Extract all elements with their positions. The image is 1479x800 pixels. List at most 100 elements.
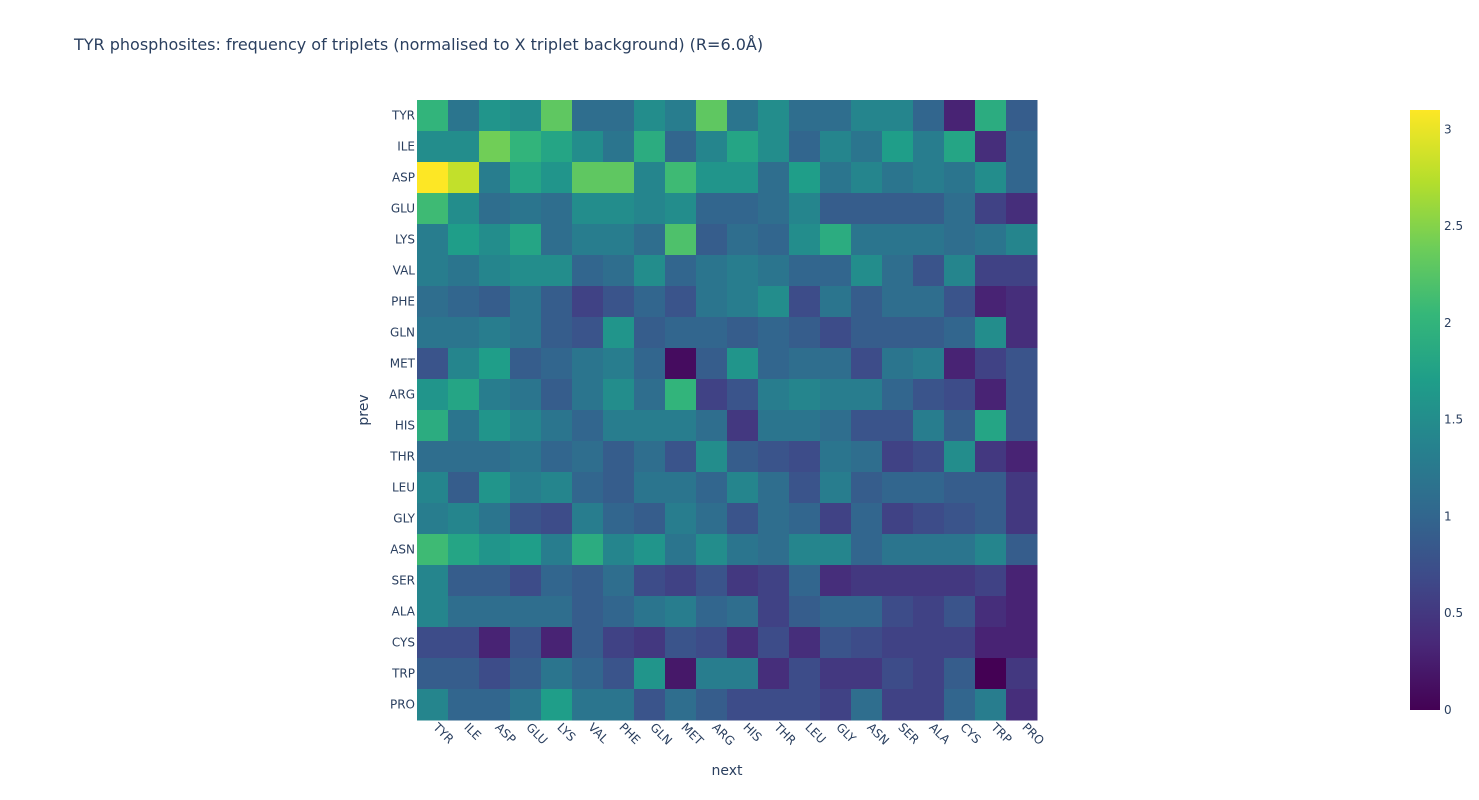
- heatmap-cell: [820, 627, 852, 659]
- heatmap-cell: [727, 348, 759, 380]
- heatmap-cell: [541, 627, 573, 659]
- heatmap-cell: [1006, 286, 1038, 318]
- heatmap-cell: [789, 627, 821, 659]
- heatmap-cell: [541, 348, 573, 380]
- heatmap-cell: [696, 317, 728, 349]
- heatmap-cell: [882, 627, 914, 659]
- heatmap-cell: [758, 255, 790, 287]
- heatmap-cell: [479, 379, 511, 411]
- heatmap-cell: [634, 255, 666, 287]
- colorbar-tick-label: 1: [1444, 509, 1452, 523]
- heatmap-cell: [448, 658, 480, 690]
- heatmap-cell: [696, 131, 728, 163]
- heatmap-cell: [758, 627, 790, 659]
- y-tick-label: ASN: [390, 543, 415, 557]
- heatmap-cell: [851, 348, 883, 380]
- heatmap-cell: [975, 286, 1007, 318]
- heatmap-cell: [975, 441, 1007, 473]
- heatmap-cell: [1006, 689, 1038, 721]
- heatmap-cell: [572, 627, 604, 659]
- heatmap-cell: [944, 255, 976, 287]
- heatmap-cell: [665, 503, 697, 535]
- heatmap-cell: [696, 286, 728, 318]
- heatmap-cell: [975, 658, 1007, 690]
- heatmap-cell: [448, 317, 480, 349]
- heatmap-cell: [975, 131, 1007, 163]
- y-tick-label: ASP: [392, 171, 415, 185]
- heatmap-cell: [634, 441, 666, 473]
- heatmap-cell: [510, 441, 542, 473]
- heatmap-cell: [603, 317, 635, 349]
- heatmap-cell: [882, 224, 914, 256]
- heatmap-cell: [634, 627, 666, 659]
- y-tick-label: ILE: [397, 140, 415, 154]
- heatmap-cell: [696, 658, 728, 690]
- heatmap-cell: [913, 410, 945, 442]
- heatmap-cell: [789, 100, 821, 132]
- heatmap-cell: [510, 317, 542, 349]
- heatmap-cell: [448, 131, 480, 163]
- heatmap-cell: [851, 255, 883, 287]
- x-axis-title: next: [711, 763, 743, 779]
- heatmap-cell: [603, 131, 635, 163]
- heatmap-cell: [448, 100, 480, 132]
- heatmap-cell: [882, 503, 914, 535]
- heatmap-cell: [758, 100, 790, 132]
- heatmap-cell: [789, 162, 821, 194]
- heatmap-cell: [851, 534, 883, 566]
- heatmap-cell: [944, 534, 976, 566]
- heatmap-cell: [417, 193, 449, 225]
- heatmap-cell: [603, 441, 635, 473]
- y-tick-label: ARG: [389, 388, 415, 402]
- heatmap-cell: [758, 689, 790, 721]
- heatmap-cell: [758, 286, 790, 318]
- heatmap-cell: [479, 596, 511, 628]
- heatmap-cell: [789, 441, 821, 473]
- heatmap-cell: [448, 255, 480, 287]
- heatmap-cell: [1006, 658, 1038, 690]
- heatmap-cell: [913, 224, 945, 256]
- heatmap-cell: [944, 472, 976, 504]
- heatmap-cell: [541, 472, 573, 504]
- heatmap-cell: [820, 224, 852, 256]
- heatmap-cell: [510, 286, 542, 318]
- colorbar-tick-label: 2.5: [1444, 219, 1463, 233]
- heatmap-cell: [1006, 162, 1038, 194]
- heatmap-cell: [479, 224, 511, 256]
- heatmap-cell: [634, 317, 666, 349]
- heatmap-cell: [510, 162, 542, 194]
- heatmap-cell: [789, 410, 821, 442]
- heatmap-cell: [944, 627, 976, 659]
- heatmap-cell: [479, 503, 511, 535]
- heatmap-cell: [634, 131, 666, 163]
- heatmap-cell: [696, 503, 728, 535]
- heatmap-cell: [417, 286, 449, 318]
- colorbar-tick-label: 2: [1444, 316, 1452, 330]
- heatmap-cell: [541, 658, 573, 690]
- heatmap-cell: [696, 689, 728, 721]
- heatmap-cell: [758, 162, 790, 194]
- heatmap-cell: [510, 596, 542, 628]
- heatmap-cell: [851, 131, 883, 163]
- heatmap-cell: [417, 534, 449, 566]
- heatmap-cell: [882, 410, 914, 442]
- heatmap-cell: [541, 317, 573, 349]
- heatmap-cell: [634, 224, 666, 256]
- heatmap-cell: [479, 658, 511, 690]
- heatmap-cell: [851, 658, 883, 690]
- colorbar-tick-label: 0: [1444, 703, 1452, 717]
- heatmap-cell: [727, 472, 759, 504]
- heatmap-cell: [479, 193, 511, 225]
- heatmap-cell: [541, 410, 573, 442]
- heatmap-cell: [1006, 193, 1038, 225]
- heatmap-cell: [851, 596, 883, 628]
- heatmap-cell: [727, 224, 759, 256]
- heatmap-cell: [572, 689, 604, 721]
- heatmap-cell: [975, 193, 1007, 225]
- colorbar: 0 0.5 1 1.5 2 2.5 3: [1410, 110, 1463, 717]
- heatmap-cell: [417, 255, 449, 287]
- heatmap-cell: [975, 472, 1007, 504]
- heatmap-cell: [448, 534, 480, 566]
- heatmap-cell: [572, 286, 604, 318]
- heatmap-cell: [541, 503, 573, 535]
